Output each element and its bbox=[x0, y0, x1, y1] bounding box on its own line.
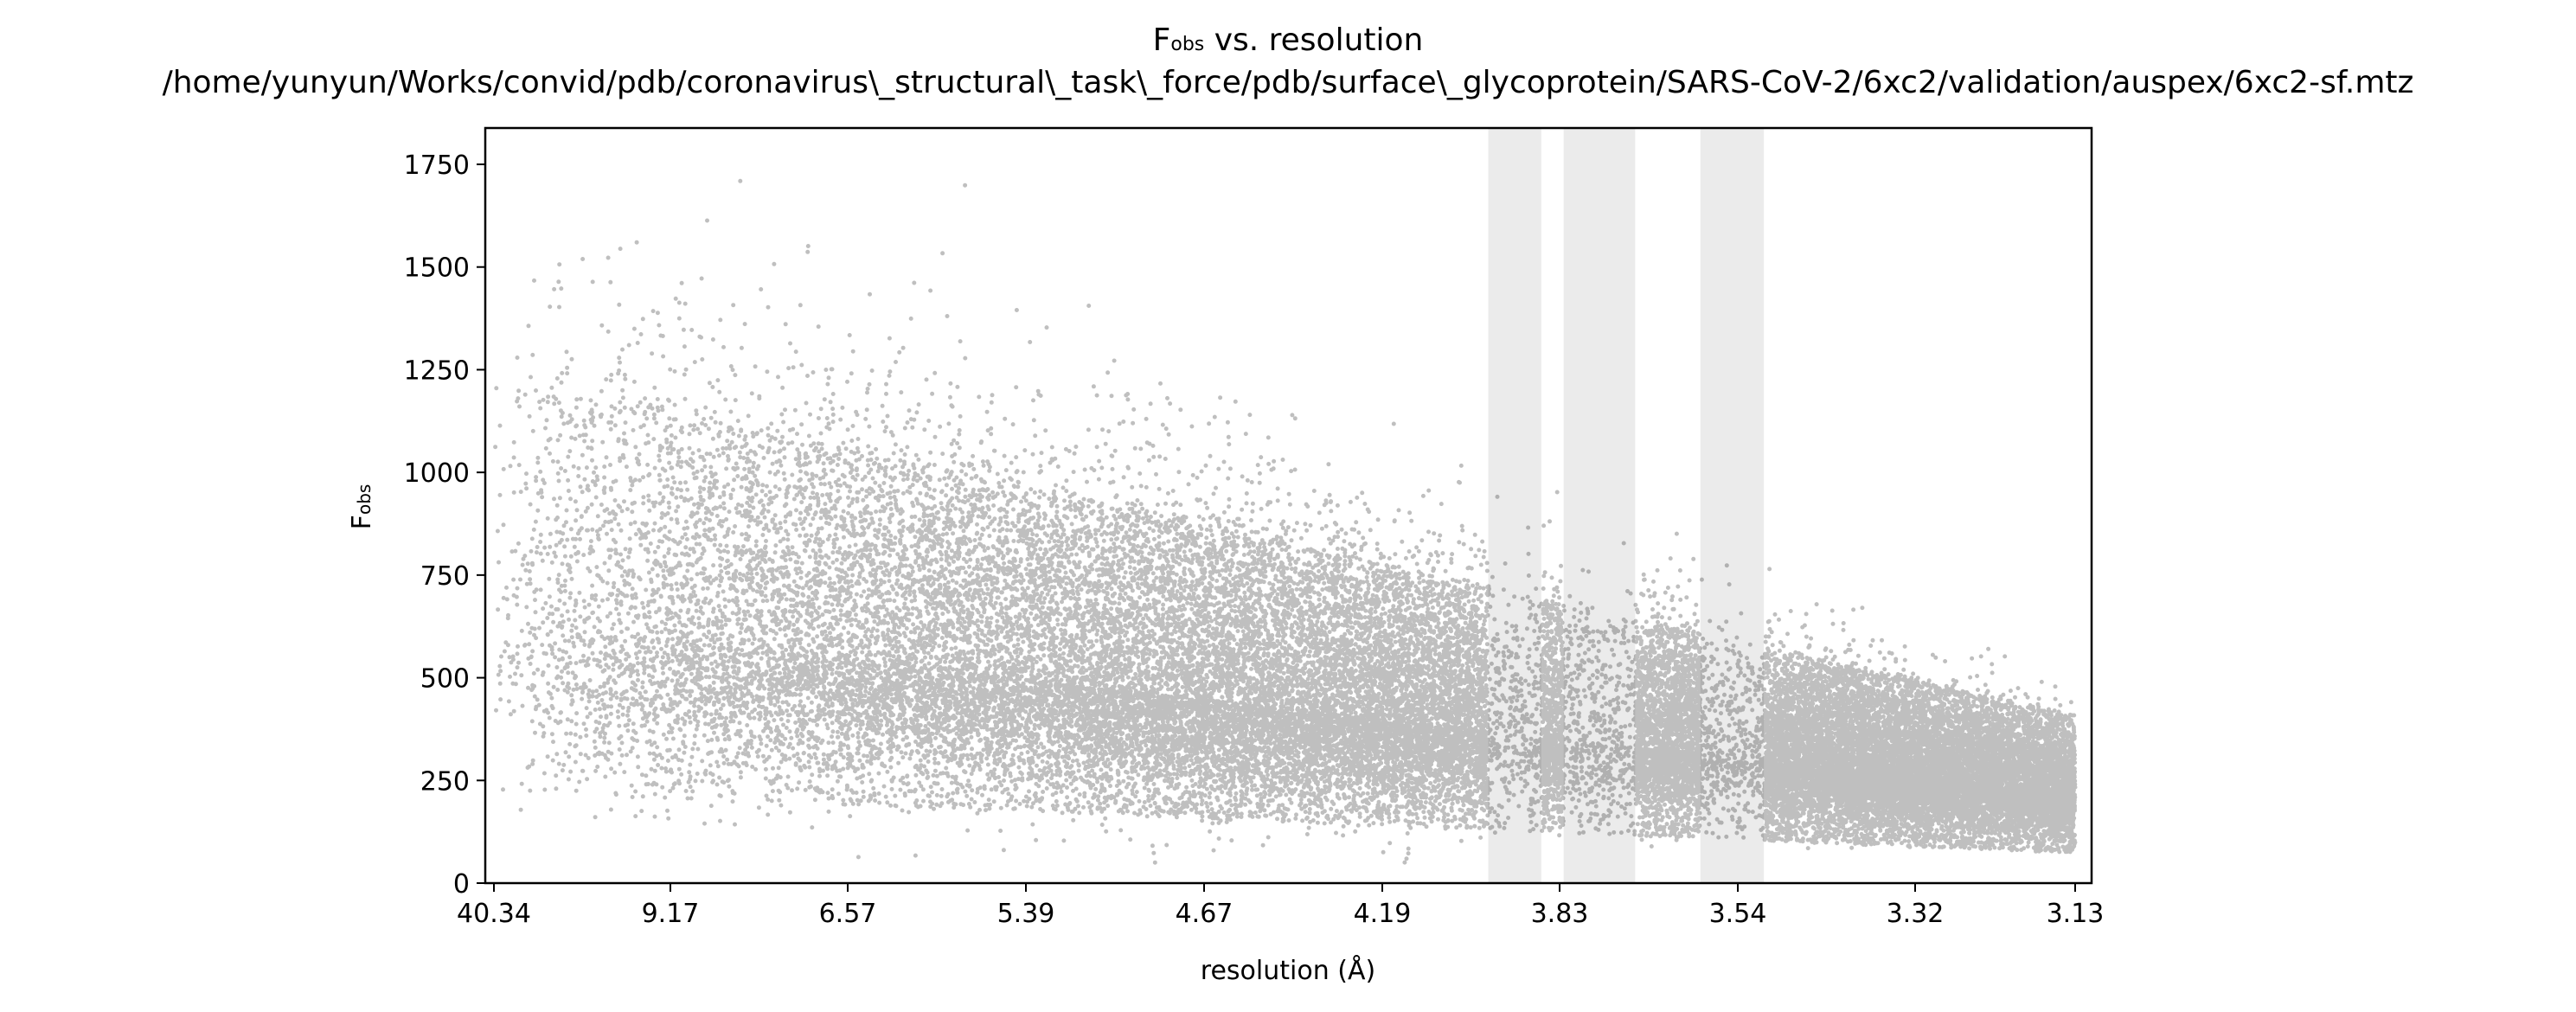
chart-title: Fobs vs. resolution bbox=[1153, 22, 1424, 58]
axes-frame bbox=[484, 126, 2093, 885]
chart-subtitle-path: /home/yunyun/Works/convid/pdb/coronaviru… bbox=[163, 65, 2414, 100]
y-axis-label-f: F bbox=[347, 515, 377, 529]
chart-title-f: F bbox=[1153, 22, 1171, 58]
y-tick-label: 1750 bbox=[404, 151, 470, 181]
x-tick-label: 5.39 bbox=[997, 899, 1055, 929]
x-tick-label: 9.17 bbox=[642, 899, 700, 929]
y-axis-label-sub: obs bbox=[354, 484, 375, 515]
scatter-points bbox=[493, 178, 2078, 865]
x-axis-label: resolution (Å) bbox=[1201, 955, 1375, 986]
shaded-bands bbox=[1488, 128, 1765, 883]
y-tick-label: 1250 bbox=[404, 355, 470, 386]
shaded-band-2 bbox=[1563, 128, 1636, 883]
x-tick-label: 40.34 bbox=[457, 899, 531, 929]
y-tick-label: 250 bbox=[420, 766, 470, 797]
y-tick-label: 1500 bbox=[404, 253, 470, 284]
y-tick-label: 0 bbox=[453, 869, 470, 900]
x-tick-label: 3.13 bbox=[2047, 899, 2105, 929]
shaded-band-1 bbox=[1488, 128, 1541, 883]
y-axis-ticks: 0 250 500 750 1000 1250 1500 1750 bbox=[404, 151, 485, 900]
y-tick-label: 500 bbox=[420, 664, 470, 695]
x-tick-label: 6.57 bbox=[819, 899, 877, 929]
chart-title-rest: vs. resolution bbox=[1204, 22, 1423, 58]
x-tick-label: 4.19 bbox=[1354, 899, 1412, 929]
x-axis-ticks: 40.34 9.17 6.57 5.39 4.67 4.19 3.83 3.54 3.32 3.1… bbox=[457, 883, 2104, 929]
x-tick-label: 3.32 bbox=[1887, 899, 1945, 929]
x-tick-label: 3.54 bbox=[1709, 899, 1767, 929]
data-points bbox=[493, 178, 2078, 865]
shaded-band-3 bbox=[1700, 128, 1765, 883]
x-tick-label: 4.67 bbox=[1176, 899, 1234, 929]
x-tick-label: 3.83 bbox=[1531, 899, 1589, 929]
y-axis-label: Fobs bbox=[347, 484, 377, 530]
y-tick-label: 1000 bbox=[404, 458, 470, 489]
plot-area: 40.34 9.17 6.57 5.39 4.67 4.19 3.83 3.54 3.32 3.1… bbox=[404, 126, 2104, 929]
y-tick-label: 750 bbox=[420, 561, 470, 592]
chart-title-sub: obs bbox=[1170, 34, 1204, 55]
